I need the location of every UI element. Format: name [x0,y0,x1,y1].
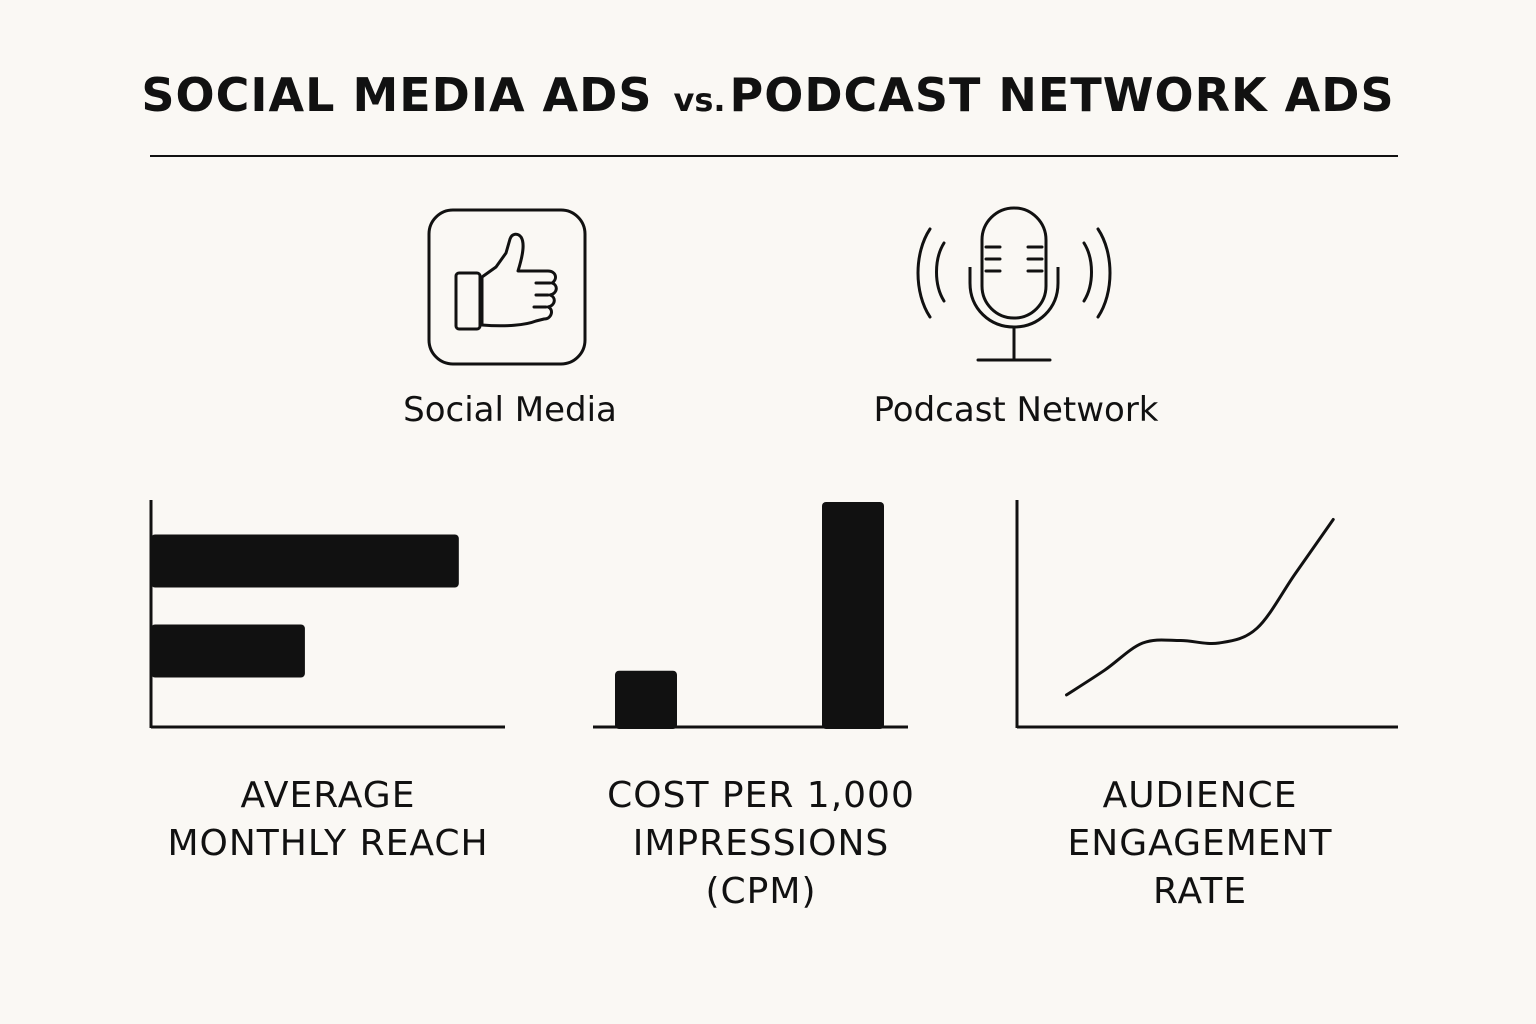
thumbs-up-icon [427,208,587,366]
series-line-engagement [1065,518,1335,697]
chart-title-cpm: COST PER 1,000 IMPRESSIONS (CPM) [551,772,971,916]
title-divider [150,155,1398,157]
chart-average-monthly-reach [149,500,505,729]
page-title: SOCIAL MEDIA ADS vs.PODCAST NETWORK ADS [0,68,1536,122]
chart-title-line: COST PER 1,000 [607,775,915,816]
bar-podcast-network [822,502,884,729]
microphone-icon [916,206,1112,362]
chart-title-audience-engagement-rate: AUDIENCE ENGAGEMENT RATE [990,772,1410,916]
title-vs: vs. [673,81,726,119]
chart-audience-engagement-rate [1015,500,1398,729]
chart-title-line: ENGAGEMENT [1067,823,1333,864]
chart-title-line: MONTHLY REACH [167,823,489,864]
chart-title-line: AUDIENCE [1102,775,1298,816]
chart-title-average-monthly-reach: AVERAGE MONTHLY REACH [118,772,538,868]
bar-social-media [151,534,459,588]
bar-social-media [615,670,677,729]
chart-title-line: RATE [1152,871,1248,912]
title-social-media-ads: SOCIAL MEDIA ADS [141,68,653,122]
chart-title-line: AVERAGE [240,775,416,816]
title-podcast-network-ads: PODCAST NETWORK ADS [729,68,1395,122]
chart-cpm [593,502,908,729]
bar-podcast-network [151,624,305,678]
chart-title-line: (CPM) [705,871,817,912]
legend-social-media-label: Social Media [403,390,617,430]
chart-title-line: IMPRESSIONS [632,823,890,864]
legend-podcast-network-label: Podcast Network [873,390,1159,430]
